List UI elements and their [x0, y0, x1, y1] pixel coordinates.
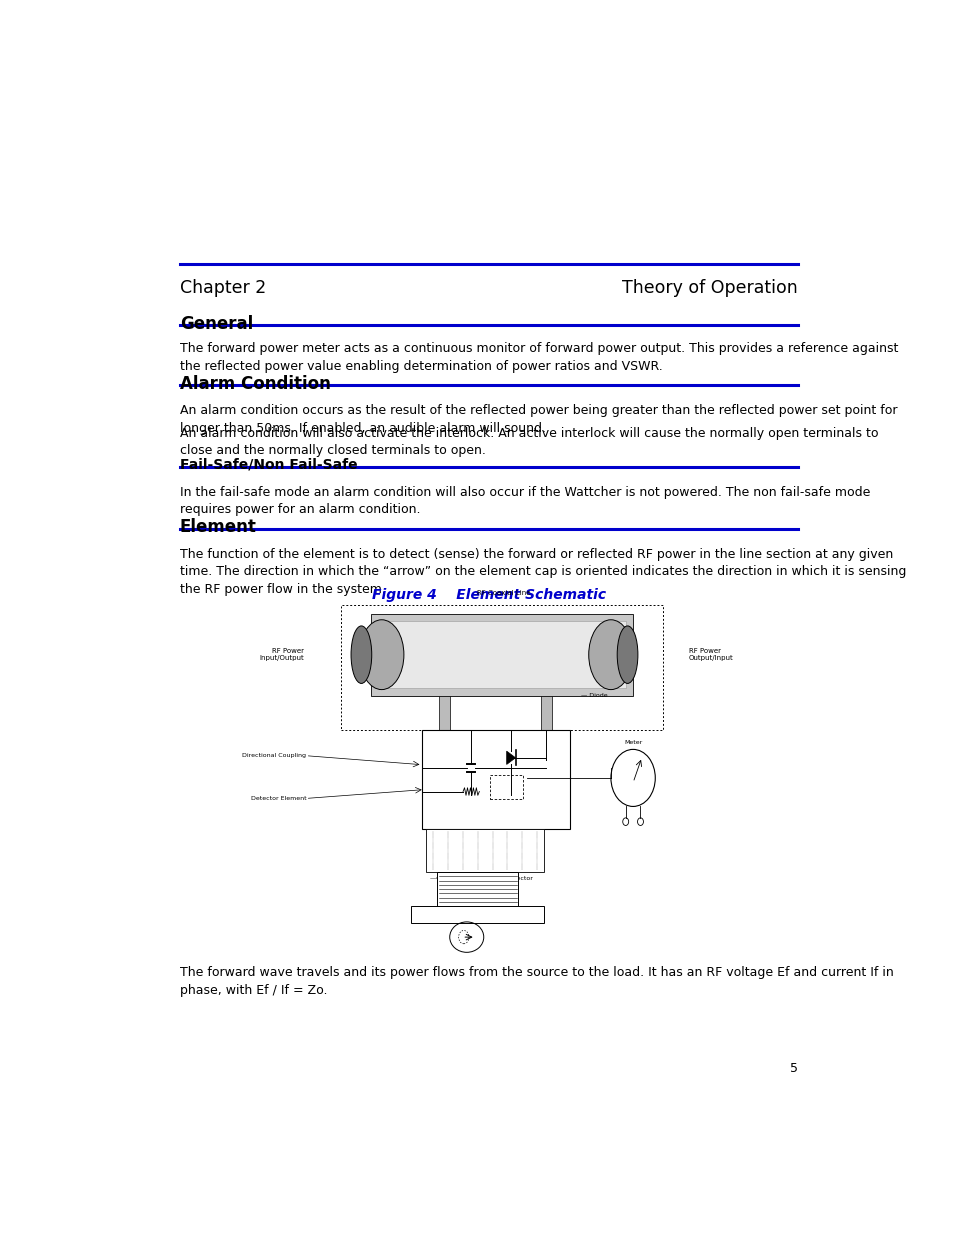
- Text: RF Power
Input/Output: RF Power Input/Output: [259, 648, 304, 661]
- Text: Directional Coupling: Directional Coupling: [242, 753, 306, 758]
- Polygon shape: [426, 829, 544, 872]
- Text: — Diode: — Diode: [580, 693, 607, 698]
- Text: Detector Element: Detector Element: [251, 797, 306, 802]
- Text: An alarm condition occurs as the result of the reflected power being greater tha: An alarm condition occurs as the result …: [180, 404, 897, 435]
- Text: RF Power
Output/Input: RF Power Output/Input: [688, 648, 733, 661]
- Ellipse shape: [588, 620, 633, 689]
- Polygon shape: [370, 614, 633, 695]
- Text: Meter: Meter: [623, 740, 641, 745]
- Text: Figure 4    Element Schematic: Figure 4 Element Schematic: [372, 589, 605, 603]
- Ellipse shape: [359, 620, 403, 689]
- Text: Chapter 2: Chapter 2: [180, 279, 266, 298]
- Polygon shape: [436, 872, 518, 906]
- Ellipse shape: [617, 626, 638, 683]
- Text: Fail-Safe/Non Fail-Safe: Fail-Safe/Non Fail-Safe: [180, 457, 357, 472]
- Text: Alarm Condition: Alarm Condition: [180, 374, 331, 393]
- Text: The forward power meter acts as a continuous monitor of forward power output. Th: The forward power meter acts as a contin…: [180, 342, 898, 373]
- Text: The forward wave travels and its power flows from the source to the load. It has: The forward wave travels and its power f…: [180, 966, 893, 997]
- Text: In the fail-safe mode an alarm condition will also occur if the Wattcher is not : In the fail-safe mode an alarm condition…: [180, 485, 869, 516]
- Text: Theory of Operation: Theory of Operation: [621, 279, 797, 298]
- Polygon shape: [506, 751, 515, 764]
- Text: DC Connector: DC Connector: [488, 876, 532, 881]
- Text: General: General: [180, 315, 253, 332]
- Text: Bypass Capacitor: Bypass Capacitor: [478, 803, 534, 808]
- Text: The function of the element is to detect (sense) the forward or reflected RF pow: The function of the element is to detect…: [180, 547, 905, 595]
- Text: An alarm condition will also activate the interlock. An active interlock will ca: An alarm condition will also activate th…: [180, 427, 878, 457]
- Text: RF Coaxial Line: RF Coaxial Line: [476, 590, 530, 597]
- Polygon shape: [377, 621, 625, 688]
- Text: Element: Element: [180, 519, 256, 536]
- Text: 5: 5: [789, 1062, 797, 1076]
- Text: — DC Contact: — DC Contact: [429, 876, 474, 881]
- Ellipse shape: [351, 626, 372, 683]
- Polygon shape: [438, 695, 450, 730]
- Polygon shape: [422, 730, 570, 829]
- Polygon shape: [540, 695, 551, 730]
- Polygon shape: [411, 906, 544, 924]
